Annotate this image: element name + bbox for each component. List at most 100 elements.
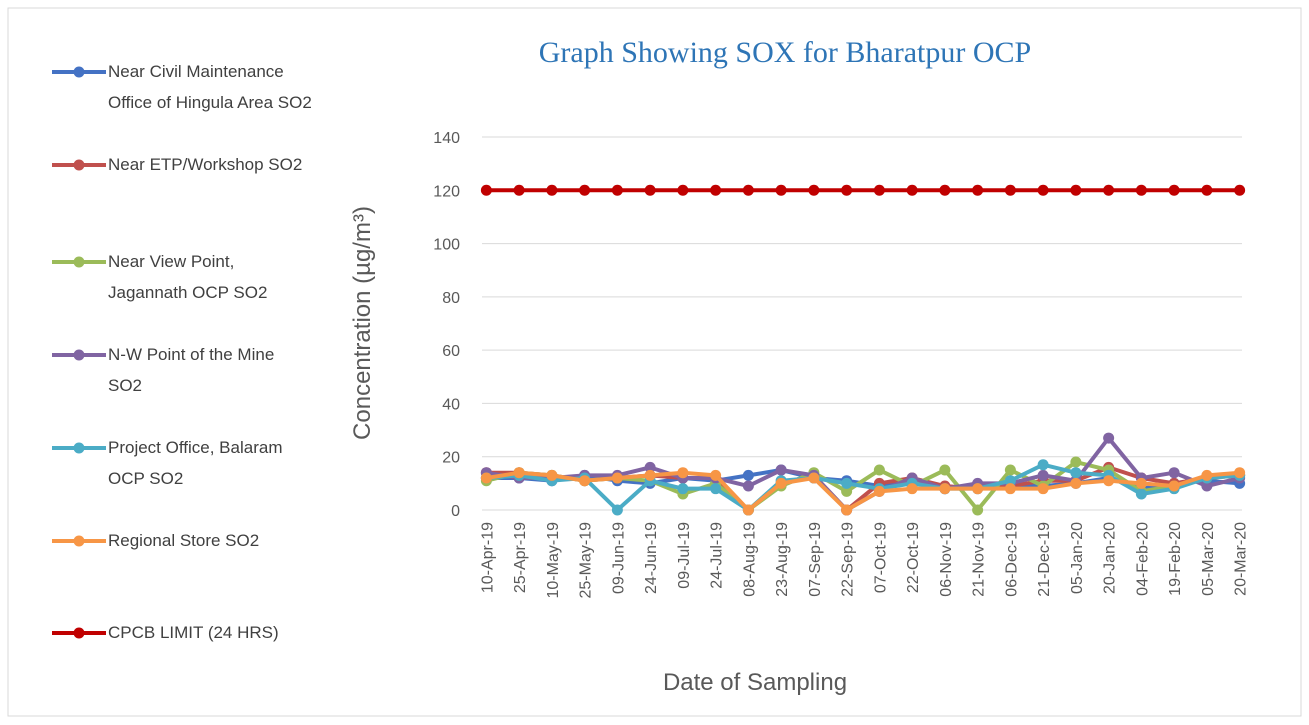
data-point [644, 469, 656, 481]
legend-marker [73, 256, 85, 268]
data-point [1004, 483, 1016, 495]
data-point [873, 184, 885, 196]
legend-label: Project Office, Balaram OCP SO2 [108, 438, 283, 488]
data-point [579, 184, 591, 196]
data-point [677, 467, 689, 479]
x-axis-label: Date of Sampling [663, 669, 847, 696]
data-point [906, 483, 918, 495]
x-tick-label: 08-Aug-19 [741, 522, 758, 597]
data-point [775, 464, 787, 476]
data-point [1070, 184, 1082, 196]
data-point [710, 184, 722, 196]
x-tick-label: 23-Aug-19 [774, 522, 791, 597]
legend-marker [73, 66, 85, 78]
x-tick-label: 10-May-19 [545, 522, 562, 599]
y-tick-label: 140 [433, 130, 460, 147]
data-point [972, 504, 984, 516]
data-point [775, 184, 787, 196]
data-point [1135, 488, 1147, 500]
data-point [1037, 469, 1049, 481]
data-point [611, 184, 623, 196]
y-tick-label: 40 [442, 396, 460, 413]
x-tick-label: 25-May-19 [578, 522, 595, 599]
data-point [906, 184, 918, 196]
y-tick-label: 100 [433, 237, 460, 254]
data-point [1168, 467, 1180, 479]
data-point [710, 483, 722, 495]
data-point [611, 504, 623, 516]
y-tick-label: 120 [433, 183, 460, 200]
x-tick-label: 24-Jul-19 [709, 522, 726, 589]
data-point [1234, 184, 1246, 196]
data-point [808, 472, 820, 484]
data-point [1103, 184, 1115, 196]
x-tick-label: 19-Feb-20 [1167, 522, 1184, 596]
data-point [546, 469, 558, 481]
data-point [611, 472, 623, 484]
x-tick-label: 21-Dec-19 [1036, 522, 1053, 597]
data-point [873, 464, 885, 476]
data-point [939, 184, 951, 196]
data-point [1004, 184, 1016, 196]
x-tick-label: 10-Apr-19 [479, 522, 496, 593]
data-point [972, 483, 984, 495]
data-point [841, 485, 853, 497]
data-point [1168, 184, 1180, 196]
legend-marker [73, 627, 85, 639]
data-point [742, 469, 754, 481]
legend-label: Near ETP/Workshop SO2 [108, 155, 303, 174]
x-tick-label: 21-Nov-19 [971, 522, 988, 597]
data-point [710, 469, 722, 481]
legend-marker [73, 535, 85, 547]
data-point [513, 467, 525, 479]
data-point [1201, 469, 1213, 481]
data-point [972, 184, 984, 196]
x-tick-label: 06-Dec-19 [1003, 522, 1020, 597]
data-point [644, 184, 656, 196]
data-point [513, 184, 525, 196]
data-point [808, 184, 820, 196]
legend-label: CPCB LIMIT (24 HRS) [108, 623, 279, 642]
data-point [1037, 483, 1049, 495]
data-point [841, 504, 853, 516]
data-point [742, 504, 754, 516]
data-point [1234, 467, 1246, 479]
chart-border [7, 7, 1302, 717]
y-tick-label: 20 [442, 450, 460, 467]
data-point [1201, 480, 1213, 492]
data-point [841, 477, 853, 489]
data-point [579, 475, 591, 487]
legend-label: Near Civil Maintenance Office of Hingula… [108, 62, 312, 112]
data-point [939, 483, 951, 495]
data-point [1135, 184, 1147, 196]
x-tick-label: 09-Jun-19 [610, 522, 627, 594]
y-tick-label: 0 [451, 503, 460, 520]
data-point [775, 477, 787, 489]
x-tick-label: 25-Apr-19 [512, 522, 529, 593]
data-point [546, 184, 558, 196]
data-point [644, 461, 656, 473]
y-tick-label: 80 [442, 290, 460, 307]
x-tick-label: 20-Mar-20 [1233, 522, 1250, 596]
chart-title: Graph Showing SOX for Bharatpur OCP [539, 36, 1031, 69]
data-point [1135, 477, 1147, 489]
legend-marker [73, 349, 85, 361]
data-point [1004, 475, 1016, 487]
y-axis-label: Concentration (µg/m³) [349, 206, 376, 440]
x-tick-label: 20-Jan-20 [1102, 522, 1119, 594]
data-point [1037, 184, 1049, 196]
x-tick-label: 09-Jul-19 [676, 522, 693, 589]
data-point [742, 480, 754, 492]
data-point [742, 184, 754, 196]
legend-label: Near View Point, Jagannath OCP SO2 [108, 252, 268, 302]
x-tick-label: 22-Oct-19 [905, 522, 922, 593]
data-point [1070, 477, 1082, 489]
x-tick-label: 05-Jan-20 [1069, 522, 1086, 594]
series-line [486, 462, 1240, 512]
x-tick-label: 07-Oct-19 [872, 522, 889, 593]
data-point [841, 184, 853, 196]
x-tick-label: 06-Nov-19 [938, 522, 955, 597]
x-tick-label: 22-Sep-19 [840, 522, 857, 597]
